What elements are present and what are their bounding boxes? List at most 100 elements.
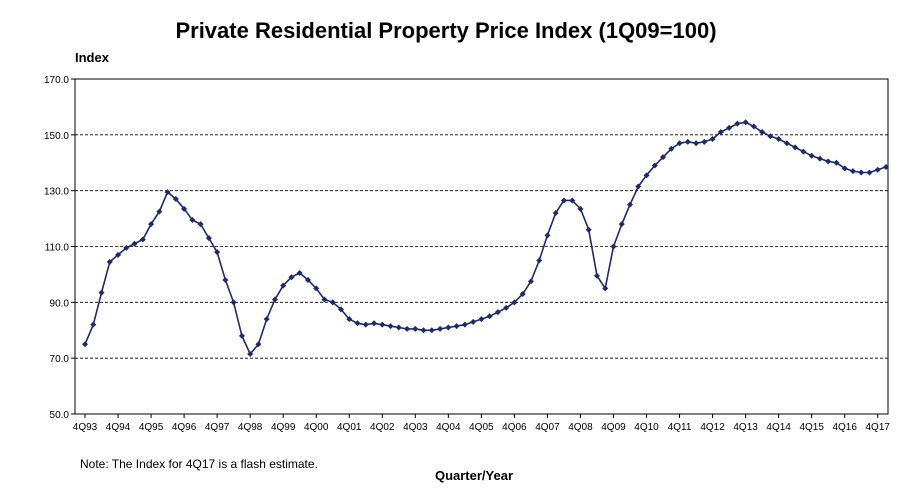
x-tick-label: 4Q16 [832,422,857,433]
data-point-marker [552,210,559,216]
data-point-marker [503,304,510,311]
data-point-marker [296,270,303,277]
data-point-marker [346,316,353,323]
data-point-marker [668,145,675,152]
x-axis-title: Quarter/Year [435,468,513,483]
data-point-marker [618,221,625,228]
data-point-marker [115,251,122,258]
data-point-marker [486,313,493,320]
data-point-marker [593,272,600,279]
x-tick-label: 4Q02 [370,422,395,433]
data-point-marker [569,197,576,204]
data-point-marker [230,299,237,306]
y-tick-label: 170.0 [44,75,69,86]
x-tick-label: 4Q11 [668,422,692,433]
data-point-marker [833,159,840,166]
data-point-marker [412,325,419,332]
data-point-marker [709,136,716,143]
data-point-marker [734,120,741,127]
x-tick-label: 4Q03 [403,422,428,433]
data-point-marker [428,327,435,334]
gridlines [75,134,888,359]
data-point-marker [453,323,460,330]
data-point-marker [651,162,658,169]
data-point-marker [164,189,171,196]
x-tick-label: 4Q07 [535,422,560,433]
data-point-marker [288,274,295,281]
data-point-marker [775,136,782,143]
x-tick-label: 4Q93 [73,422,98,433]
data-point-marker [337,306,344,313]
data-point-marker [866,169,873,176]
data-point-marker [461,321,468,328]
data-point-marker [783,140,790,147]
plot-area-frame [74,78,889,415]
x-tick-label: 4Q15 [799,422,824,433]
data-point-marker [544,232,551,239]
data-point-marker [808,152,815,159]
data-point-marker [90,321,97,328]
data-point-marker [701,138,708,145]
data-point-marker [767,133,774,140]
data-point-marker [420,327,427,334]
data-point-marker [181,205,188,212]
data-point-marker [214,249,221,256]
x-tick-label: 4Q08 [568,422,593,433]
data-point-marker [247,350,254,357]
data-point-marker [511,299,518,306]
data-point-marker [437,325,444,332]
x-tick-label: 4Q99 [271,422,296,433]
data-point-marker [329,299,336,306]
y-tick-label: 70.0 [50,354,70,365]
data-point-marker [849,168,856,175]
data-point-marker [874,166,881,173]
data-point-marker [717,129,724,136]
data-point-marker [800,148,807,155]
data-point-marker [858,169,865,176]
data-point-marker [627,201,634,208]
y-tick-label: 110.0 [45,243,70,254]
x-tick-label: 4Q04 [436,422,461,433]
data-point-marker [98,289,105,296]
data-point-marker [148,221,155,228]
data-point-marker [841,165,848,172]
x-tick-label: 4Q05 [469,422,494,433]
data-point-marker [189,216,196,223]
chart-title: Private Residential Property Price Index… [175,18,716,43]
y-axis-title: Index [75,50,110,65]
data-point-marker [635,183,642,190]
data-point-marker [106,258,113,265]
x-tick-label: 4Q00 [304,422,329,433]
data-point-marker [354,320,361,327]
data-point-marker [321,296,328,303]
data-point-marker [577,205,584,212]
data-point-marker [123,244,130,251]
data-point-marker [676,140,683,147]
data-point-marker [742,119,749,126]
series-line [82,119,889,357]
data-point-marker [222,277,229,283]
data-point-marker [238,332,245,339]
data-point-marker [371,320,378,327]
x-tick-label: 4Q17 [866,422,891,433]
x-tick-label: 4Q96 [172,422,197,433]
data-point-marker [527,278,534,285]
y-tick-label: 90.0 [50,298,70,309]
flash-estimate-note: Note: The Index for 4Q17 is a flash esti… [80,457,318,471]
data-point-marker [494,309,501,316]
x-tick-label: 4Q94 [106,422,131,433]
y-tick-label: 130.0 [44,187,69,198]
x-tick-label: 4Q12 [700,422,725,433]
data-point-marker [395,324,402,331]
data-point-marker [726,124,733,131]
data-point-marker [82,341,88,348]
data-point-marker [445,324,452,331]
data-point-marker [610,243,617,250]
data-point-marker [693,140,700,147]
index-line [84,121,887,356]
x-tick-label: 4Q95 [139,422,164,433]
data-point-marker [750,123,757,130]
data-point-marker [205,235,212,242]
data-point-marker [197,221,204,228]
x-tick-label: 4Q10 [634,422,659,433]
